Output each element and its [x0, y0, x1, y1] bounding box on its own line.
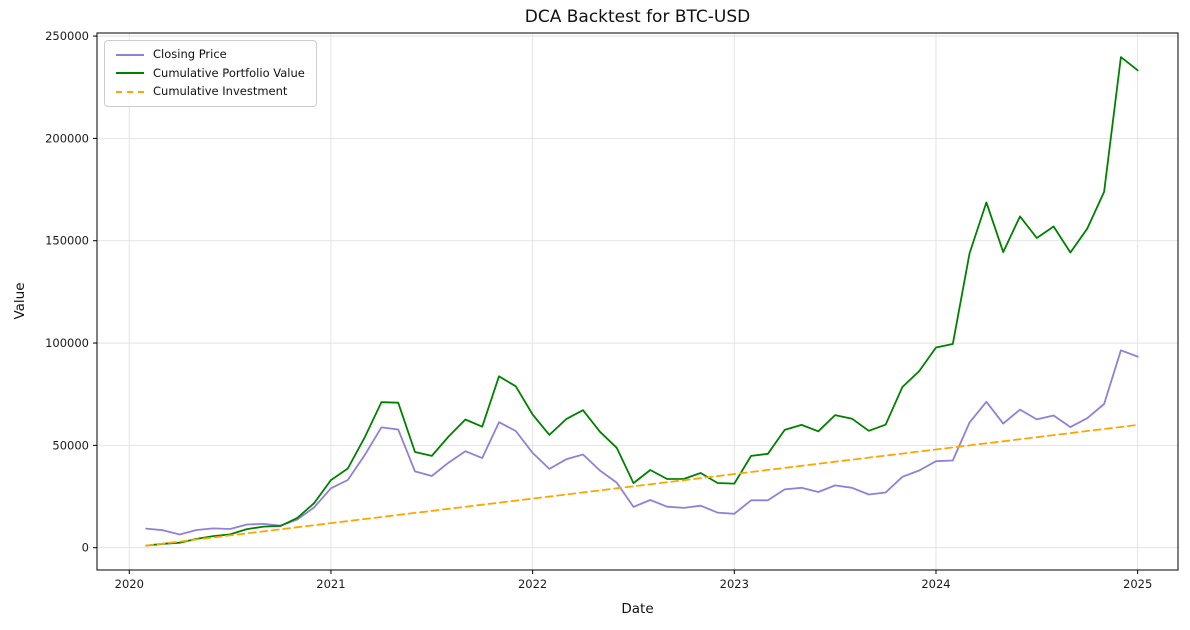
- y-tick-label: 100000: [45, 336, 89, 350]
- chart-title: DCA Backtest for BTC-USD: [524, 7, 751, 27]
- x-tick-label: 2025: [1123, 577, 1152, 591]
- series-line-cumulative-investment: [145, 423, 1139, 547]
- y-tick-label: 200000: [45, 131, 89, 145]
- y-tick-label: 0: [82, 541, 89, 555]
- y-tick-label: 150000: [45, 234, 89, 248]
- legend: Closing Price Cumulative Portfolio Value C…: [104, 40, 317, 107]
- x-axis-label: Date: [621, 601, 654, 617]
- legend-line-sample-closing-price: [116, 53, 144, 56]
- legend-label: Cumulative Investment: [153, 84, 288, 98]
- x-tick-label: 2024: [921, 577, 950, 591]
- y-tick-label: 250000: [45, 29, 89, 43]
- legend-line-sample-cumulative-investment: [116, 90, 144, 93]
- axes-border: [96, 32, 1179, 571]
- x-tick-label: 2022: [518, 577, 547, 591]
- x-tick-label: 2023: [720, 577, 749, 591]
- x-tick-label: 2021: [316, 577, 345, 591]
- legend-line-sample-cumulative-portfolio-value: [116, 72, 144, 75]
- y-tick-label: 50000: [52, 438, 89, 452]
- legend-item-cumulative-investment: Cumulative Investment: [116, 84, 305, 98]
- x-tick-label: 2020: [115, 577, 144, 591]
- legend-item-cumulative-portfolio-value: Cumulative Portfolio Value: [116, 65, 305, 80]
- legend-label: Closing Price: [153, 47, 227, 61]
- series-line-closing-price: [145, 349, 1139, 536]
- legend-label: Cumulative Portfolio Value: [153, 65, 305, 80]
- y-axis-label: Value: [12, 282, 28, 320]
- legend-item-closing-price: Closing Price: [116, 47, 305, 61]
- series-line-cumulative-portfolio-value: [145, 56, 1139, 547]
